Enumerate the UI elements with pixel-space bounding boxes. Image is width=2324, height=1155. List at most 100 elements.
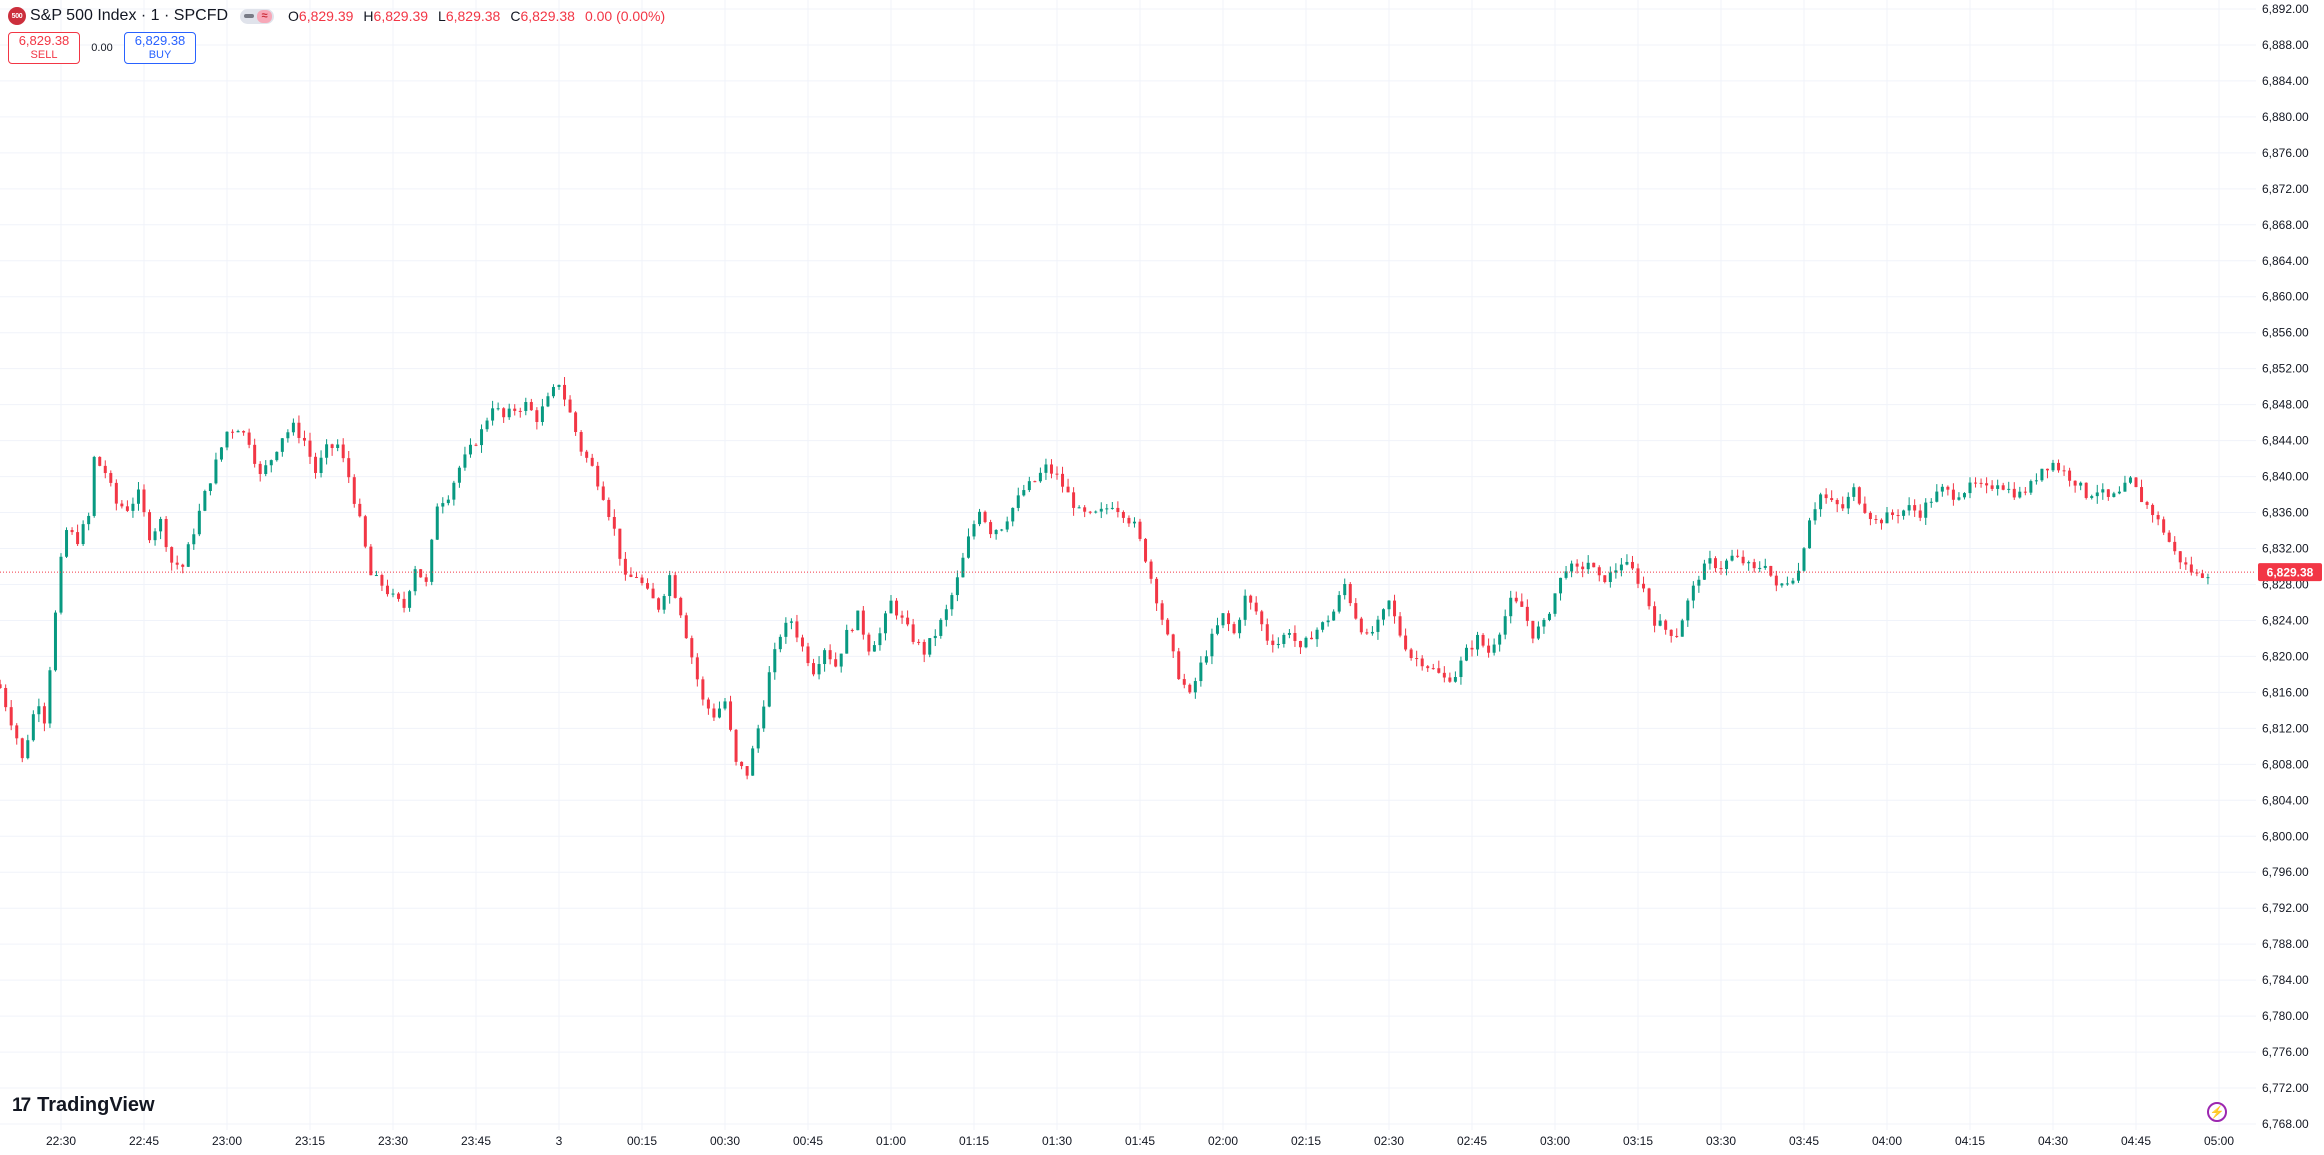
candle-body [867, 634, 871, 652]
candle-body [352, 477, 356, 504]
candle-body [1116, 507, 1120, 513]
candle-body [1896, 515, 1900, 517]
candle-body [2095, 492, 2099, 497]
candle-body [358, 503, 362, 517]
candle-body [109, 473, 113, 483]
price-tick-label: 6,832.00 [2262, 542, 2309, 556]
candle-body [219, 447, 223, 460]
ohlc-readout: O6,829.39 H6,829.39 L6,829.38 C6,829.38 … [288, 8, 665, 24]
candle-body [20, 738, 24, 759]
candle-body [1559, 577, 1563, 594]
time-axis[interactable]: 22:30 22:45 23:00 23:15 23:30 23:45 3 00:15 00:3… [46, 1134, 2234, 1148]
candle-body [1310, 637, 1314, 640]
time-tick-label: 3 [556, 1134, 563, 1148]
candle-body [2062, 470, 2066, 472]
candle-body [1957, 497, 1961, 500]
candle-body [1464, 647, 1468, 661]
candle-body [1708, 558, 1712, 564]
candle-body [1210, 633, 1214, 657]
candle-body [15, 725, 19, 739]
ohlc-change: 0.00 (0.00%) [584, 8, 666, 24]
candle-body [1354, 603, 1358, 619]
indicator-visibility-toggle[interactable]: ≈ [240, 8, 275, 24]
candle-body [657, 598, 661, 610]
candle-body [1868, 512, 1872, 520]
sell-label: SELL [30, 49, 58, 61]
candle-body [1016, 495, 1020, 508]
candle-body [2068, 470, 2072, 481]
candle-body [2167, 532, 2171, 542]
candle-body [76, 532, 80, 545]
candle-body [1581, 566, 1585, 570]
candle-body [1193, 681, 1197, 693]
candle-body [2007, 488, 2011, 490]
last-price-tag-bg [2258, 563, 2322, 582]
candle-body [623, 558, 627, 575]
candle-body [513, 408, 517, 411]
candle-body [269, 460, 273, 466]
minus-icon [244, 13, 255, 18]
candle-body [1940, 486, 1944, 492]
candle-body [2123, 482, 2127, 492]
candle-body [2029, 481, 2033, 493]
lightning-icon[interactable]: ⚡ [2207, 1102, 2227, 1122]
candle-body [1514, 597, 1518, 602]
candle-body [1072, 492, 1076, 508]
price-axis[interactable]: 6,892.00 6,888.00 6,884.00 6,880.00 6,876.00… [2262, 2, 2309, 1131]
candle-body [103, 465, 107, 474]
time-tick-label: 01:30 [1042, 1134, 1072, 1148]
candle-body [1592, 562, 1596, 568]
sell-button[interactable]: 6,829.38 SELL [8, 32, 80, 64]
ohlc-close: C6,829.38 [510, 8, 575, 24]
candle-body [1038, 472, 1042, 482]
candle-body [485, 420, 489, 430]
candle-body [2040, 468, 2044, 481]
candle-body [546, 396, 550, 407]
candle-body [701, 679, 705, 700]
candle-body [308, 440, 312, 457]
price-tick-label: 6,824.00 [2262, 613, 2309, 627]
candle-body [1885, 512, 1889, 524]
candle-body [153, 531, 157, 541]
candle-body [1221, 613, 1225, 626]
candle-body [906, 617, 910, 625]
candle-body [1437, 668, 1441, 673]
candle-body [1132, 521, 1136, 524]
candle-body [1227, 613, 1231, 625]
tradingview-logo[interactable]: 17 TradingView [12, 1094, 155, 1117]
time-tick-label: 02:00 [1208, 1134, 1238, 1148]
candle-body [391, 593, 395, 595]
price-tick-label: 6,820.00 [2262, 649, 2309, 663]
candle-body [1990, 485, 1994, 489]
candle-body [302, 437, 306, 441]
candle-body [1891, 512, 1895, 516]
buy-button[interactable]: 6,829.38 BUY [124, 32, 196, 64]
candle-body [1686, 600, 1690, 621]
candle-body [2156, 515, 2160, 520]
candle-body [806, 646, 810, 664]
candle-body [131, 503, 135, 511]
candle-body [585, 451, 589, 458]
candle-body [712, 708, 716, 718]
symbol-title[interactable]: S&P 500 Index · 1 · SPCFD [30, 7, 229, 24]
candle-body [502, 408, 506, 418]
candle-body [961, 557, 965, 578]
candle-body [1398, 616, 1402, 636]
ohlc-open: O6,829.39 [288, 8, 354, 24]
candle-body [978, 511, 982, 525]
candle-body [1962, 493, 1966, 498]
candle-body [1653, 606, 1657, 626]
candle-body [1282, 634, 1286, 644]
candle-body [773, 649, 777, 673]
candle-body [668, 575, 672, 597]
candle-body [1796, 570, 1800, 581]
time-tick-label: 22:30 [46, 1134, 76, 1148]
candle-body [1088, 511, 1092, 513]
candle-body [1321, 622, 1325, 630]
candle-body [330, 444, 334, 449]
candle-body [1741, 556, 1745, 564]
candle-body [236, 431, 240, 433]
time-tick-label: 04:00 [1872, 1134, 1902, 1148]
candle-body [170, 547, 174, 563]
